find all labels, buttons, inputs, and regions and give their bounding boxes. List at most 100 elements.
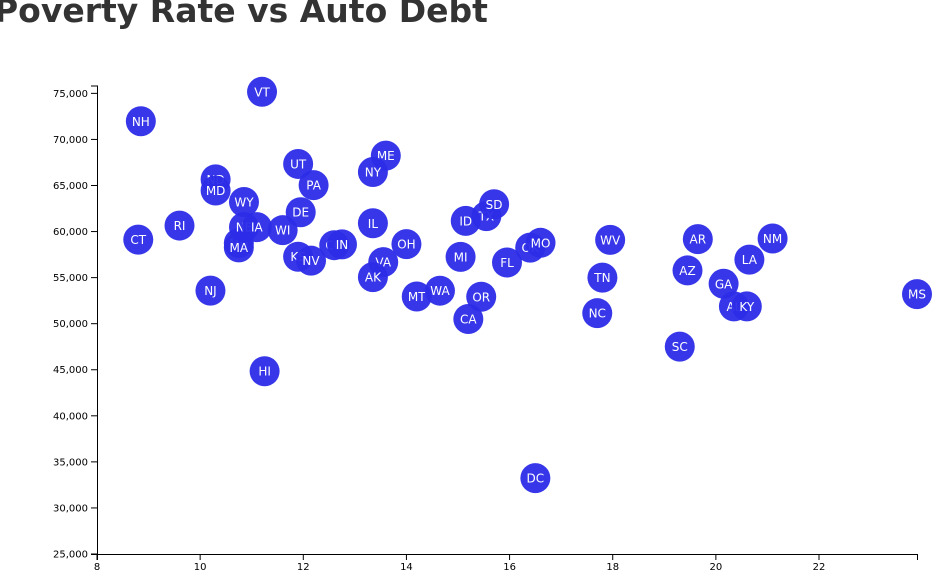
data-point-mt[interactable]: MT bbox=[401, 281, 432, 312]
point-marker[interactable] bbox=[734, 244, 765, 275]
point-marker[interactable] bbox=[285, 197, 316, 228]
point-marker[interactable] bbox=[479, 189, 510, 220]
data-point-la[interactable]: LA bbox=[734, 244, 765, 275]
point-marker[interactable] bbox=[595, 224, 626, 255]
point-marker[interactable] bbox=[164, 210, 195, 241]
point-marker[interactable] bbox=[466, 281, 497, 312]
point-label: MS bbox=[908, 288, 926, 302]
data-point-wa[interactable]: WA bbox=[424, 275, 455, 306]
data-point-mi[interactable]: MI bbox=[445, 241, 476, 272]
data-point-il[interactable]: IL bbox=[357, 208, 388, 239]
data-point-wy[interactable]: WY bbox=[228, 186, 259, 217]
data-point-mo[interactable]: MO bbox=[525, 227, 556, 258]
data-point-sd[interactable]: SD bbox=[479, 189, 510, 220]
data-point-nv[interactable]: NV bbox=[296, 245, 327, 276]
data-point-ky[interactable]: KY bbox=[731, 291, 762, 322]
point-label: IN bbox=[336, 238, 349, 252]
point-marker[interactable] bbox=[228, 186, 259, 217]
point-marker[interactable] bbox=[582, 298, 613, 329]
point-marker[interactable] bbox=[708, 268, 739, 299]
data-point-az[interactable]: AZ bbox=[672, 255, 703, 286]
point-marker[interactable] bbox=[247, 76, 278, 107]
data-point-nm[interactable]: NM bbox=[757, 223, 788, 254]
point-label: MO bbox=[531, 236, 551, 250]
point-marker[interactable] bbox=[283, 148, 314, 179]
data-point-ms[interactable]: MS bbox=[902, 279, 932, 310]
data-point-in[interactable]: IN bbox=[326, 229, 357, 260]
point-marker[interactable] bbox=[357, 262, 388, 293]
data-point-nc[interactable]: NC bbox=[582, 298, 613, 329]
point-marker[interactable] bbox=[241, 212, 272, 243]
data-point-nh[interactable]: NH bbox=[125, 106, 156, 137]
point-label: SD bbox=[486, 198, 503, 212]
data-point-de[interactable]: DE bbox=[285, 197, 316, 228]
data-point-fl[interactable]: FL bbox=[492, 247, 522, 278]
point-marker[interactable] bbox=[453, 303, 484, 334]
point-marker[interactable] bbox=[326, 229, 357, 260]
point-marker[interactable] bbox=[401, 281, 432, 312]
data-point-ia[interactable]: IA bbox=[241, 212, 272, 243]
point-marker[interactable] bbox=[731, 291, 762, 322]
point-label: WA bbox=[430, 284, 450, 298]
point-marker[interactable] bbox=[664, 331, 695, 362]
point-label: TN bbox=[593, 271, 610, 285]
x-tick-label: 22 bbox=[813, 562, 826, 570]
point-marker[interactable] bbox=[391, 229, 422, 260]
point-marker[interactable] bbox=[123, 224, 154, 255]
point-label: NC bbox=[589, 307, 606, 321]
data-point-tn[interactable]: TN bbox=[587, 262, 618, 293]
data-point-ca[interactable]: CA bbox=[453, 303, 484, 334]
data-points: NHVTCTRINJNDMDWYMNMANEIAWIHIUTPADEKSNVCO… bbox=[123, 76, 932, 494]
point-marker[interactable] bbox=[357, 157, 388, 188]
point-marker[interactable] bbox=[682, 224, 713, 255]
point-label: MI bbox=[454, 250, 468, 264]
data-point-ri[interactable]: RI bbox=[164, 210, 195, 241]
point-marker[interactable] bbox=[249, 356, 280, 387]
point-marker[interactable] bbox=[445, 241, 476, 272]
point-marker[interactable] bbox=[125, 106, 156, 137]
data-point-oh[interactable]: OH bbox=[391, 229, 422, 260]
point-marker[interactable] bbox=[672, 255, 703, 286]
data-point-ct[interactable]: CT bbox=[123, 224, 154, 255]
data-point-pa[interactable]: PA bbox=[298, 170, 329, 201]
y-tick-label: 25,000 bbox=[53, 550, 88, 561]
point-marker[interactable] bbox=[587, 262, 618, 293]
x-axis: 8 10 12 14 16 18 20 22 bbox=[94, 554, 918, 570]
point-marker[interactable] bbox=[525, 227, 556, 258]
point-marker[interactable] bbox=[298, 170, 329, 201]
point-label: KY bbox=[739, 300, 754, 314]
point-label: LA bbox=[742, 253, 758, 267]
point-marker[interactable] bbox=[424, 275, 455, 306]
point-label: OH bbox=[397, 238, 415, 252]
data-point-ar[interactable]: AR bbox=[682, 224, 713, 255]
point-marker[interactable] bbox=[195, 275, 226, 306]
point-marker[interactable] bbox=[296, 245, 327, 276]
data-point-wv[interactable]: WV bbox=[595, 224, 626, 255]
data-point-ut[interactable]: UT bbox=[283, 148, 314, 179]
y-tick-label: 50,000 bbox=[53, 319, 88, 330]
point-marker[interactable] bbox=[757, 223, 788, 254]
y-tick-label: 45,000 bbox=[53, 365, 88, 376]
point-label: NV bbox=[302, 254, 320, 268]
point-marker[interactable] bbox=[357, 208, 388, 239]
point-marker[interactable] bbox=[492, 247, 522, 278]
data-point-ny[interactable]: NY bbox=[357, 157, 388, 188]
point-marker[interactable] bbox=[200, 175, 231, 206]
data-point-or[interactable]: OR bbox=[466, 281, 497, 312]
data-point-md[interactable]: MD bbox=[200, 175, 231, 206]
data-point-ak[interactable]: AK bbox=[357, 262, 388, 293]
point-label: NJ bbox=[204, 284, 217, 298]
data-point-vt[interactable]: VT bbox=[247, 76, 278, 107]
x-tick-label: 12 bbox=[297, 562, 310, 570]
data-point-nj[interactable]: NJ bbox=[195, 275, 226, 306]
point-marker[interactable] bbox=[520, 463, 551, 494]
x-tick-label: 16 bbox=[503, 562, 516, 570]
point-marker[interactable] bbox=[902, 279, 932, 310]
data-point-dc[interactable]: DC bbox=[520, 463, 551, 494]
x-tick-label: 14 bbox=[400, 562, 413, 570]
point-label: ID bbox=[459, 214, 472, 228]
data-point-ga[interactable]: GA bbox=[708, 268, 739, 299]
data-point-sc[interactable]: SC bbox=[664, 331, 695, 362]
data-point-hi[interactable]: HI bbox=[249, 356, 280, 387]
point-label: AK bbox=[365, 271, 382, 285]
